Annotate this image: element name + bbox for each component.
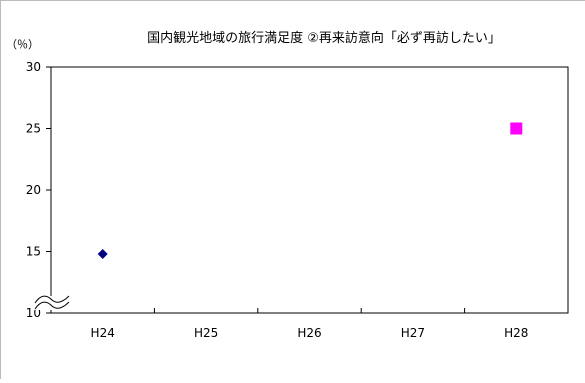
x-tick-label: H26	[297, 326, 321, 340]
x-tick-label: H27	[401, 326, 425, 340]
data-point-square	[510, 122, 523, 135]
data-markers	[97, 122, 523, 259]
plot-area	[50, 66, 569, 314]
y-tick-label: 20	[26, 183, 41, 197]
chart-title: 国内観光地域の旅行満足度 ②再来訪意向「必ず再訪したい」	[147, 30, 501, 46]
x-axis-ticks: H24 H25 H26 H27 H28	[91, 308, 528, 340]
y-tick-label: 15	[26, 245, 41, 259]
y-tick-label: 25	[26, 122, 41, 136]
data-point-diamond	[97, 248, 108, 259]
x-tick-label: H24	[91, 326, 115, 340]
y-unit-label: （％）	[6, 38, 39, 51]
axis-break-icon	[34, 295, 70, 310]
x-tick-label: H28	[504, 326, 528, 340]
x-tick-label: H25	[194, 326, 218, 340]
y-tick-label: 30	[26, 60, 41, 74]
